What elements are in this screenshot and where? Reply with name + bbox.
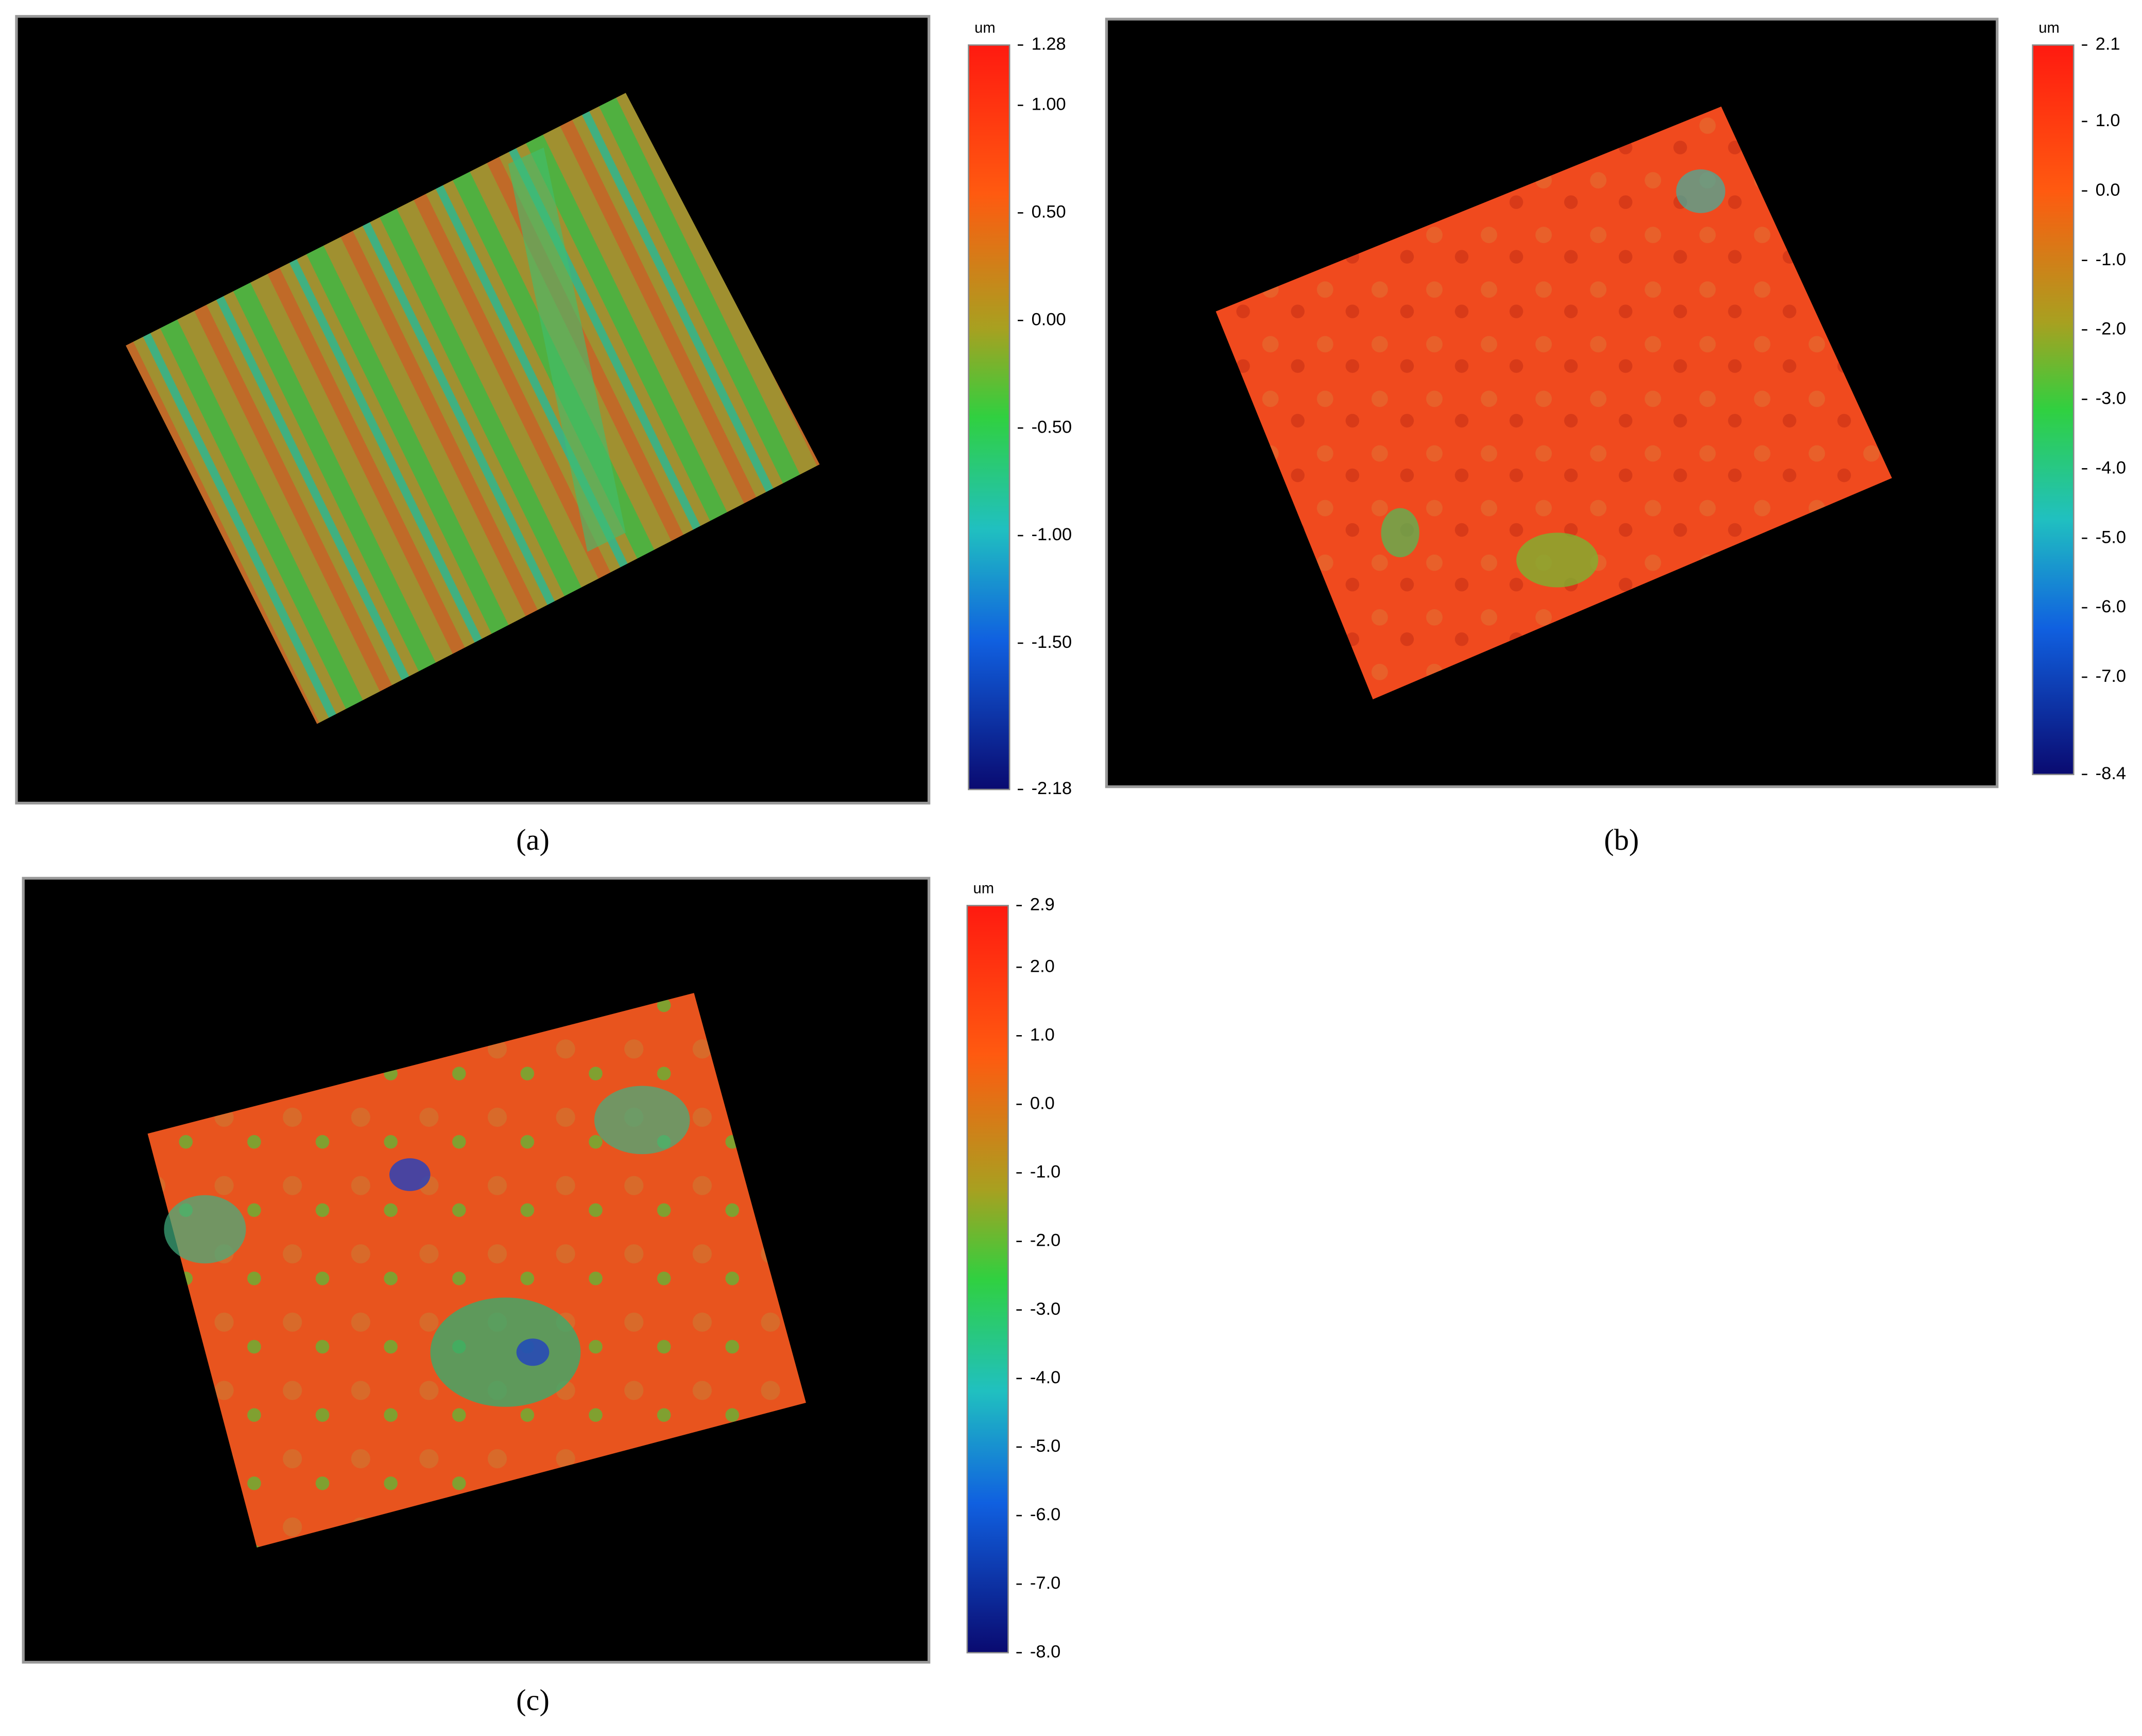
colorbar-tick-label: 0.0: [2096, 180, 2120, 200]
colorbar-tick-label: -0.50: [1032, 417, 1072, 437]
colorbar-tick-label: 1.00: [1032, 95, 1066, 114]
colorbar-tick-label: -2.0: [1030, 1231, 1060, 1250]
colorbar-tick-label: -5.0: [2096, 527, 2126, 547]
colorbar-tick-label: -2.0: [2096, 319, 2126, 339]
colorbar-tick-label: 1.28: [1032, 35, 1066, 54]
colorbar: [966, 905, 1009, 1654]
colorbar-tick-label: 1.0: [1030, 1025, 1055, 1044]
surface-band: [508, 147, 626, 552]
colorbar-tick-label: -2.18: [1032, 779, 1072, 798]
colorbar-unit: um: [974, 20, 996, 36]
colorbar-tick-label: -3.0: [2096, 389, 2126, 408]
colorbar-tick-label: -1.0: [1030, 1162, 1060, 1182]
colorbar-tick-label: -8.4: [2096, 764, 2126, 783]
panel-caption: (c): [516, 1683, 550, 1717]
colorbar-tick-label: -1.0: [2096, 250, 2126, 269]
surface-patch: [430, 1297, 581, 1407]
surface-patch: [1676, 169, 1725, 213]
colorbar-tick-label: 2.1: [2096, 35, 2120, 54]
panel-caption: (a): [516, 823, 550, 856]
colorbar-tick-label: -1.50: [1032, 632, 1072, 652]
colorbar-unit: um: [2038, 20, 2060, 36]
colorbar-tick-label: -8.0: [1030, 1642, 1060, 1661]
colorbar-tick-label: -4.0: [2096, 458, 2126, 477]
surface-patch: [389, 1158, 431, 1191]
colorbar-tick-label: -3.0: [1030, 1299, 1060, 1319]
colorbar: [2032, 44, 2075, 776]
colorbar-tick-label: -4.0: [1030, 1368, 1060, 1387]
colorbar-tick-label: 0.00: [1032, 310, 1066, 329]
surface-patch: [516, 1338, 550, 1366]
surface-map: [1215, 106, 1892, 699]
surface-patch: [594, 1086, 690, 1155]
colorbar-tick-label: 0.0: [1030, 1094, 1055, 1113]
colorbar-tick-label: -7.0: [2096, 666, 2126, 686]
colorbar-tick-label: -5.0: [1030, 1436, 1060, 1456]
panel-caption: (b): [1604, 823, 1639, 856]
colorbar-tick-label: 2.9: [1030, 895, 1055, 915]
colorbar-tick-label: -6.0: [1030, 1505, 1060, 1524]
colorbar-tick-label: -6.0: [2096, 597, 2126, 616]
colorbar-unit: um: [973, 880, 994, 897]
surface-map: [126, 93, 820, 724]
colorbar-tick-label: 2.0: [1030, 956, 1055, 976]
colorbar: [968, 44, 1010, 790]
surface-patch: [164, 1195, 246, 1264]
surface-patch: [1516, 532, 1599, 588]
surface-patch: [1381, 508, 1419, 558]
colorbar-tick-label: -7.0: [1030, 1573, 1060, 1593]
colorbar-tick-label: -1.00: [1032, 525, 1072, 544]
colorbar-tick-label: 1.0: [2096, 111, 2120, 130]
colorbar-tick-label: 0.50: [1032, 202, 1066, 221]
